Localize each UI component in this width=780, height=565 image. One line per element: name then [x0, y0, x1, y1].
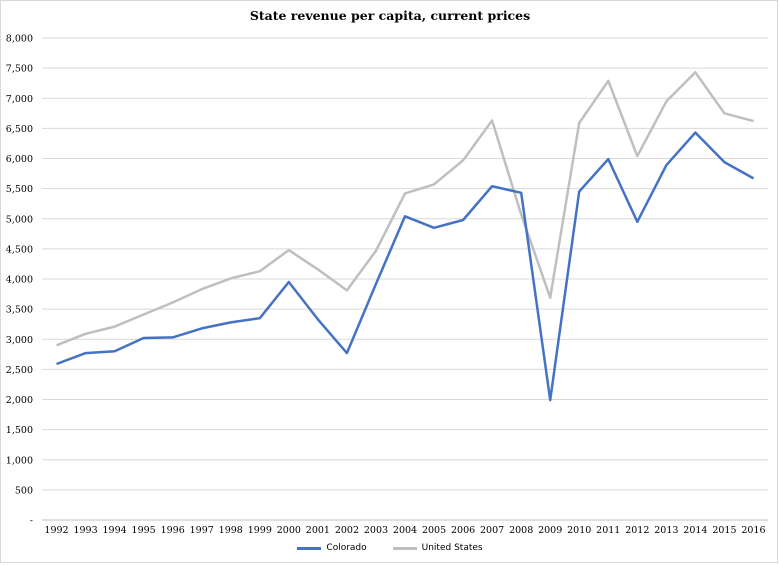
y-tick-label: 5,500	[6, 184, 33, 195]
x-tick-label: 1997	[190, 525, 214, 536]
x-tick-label: 2009	[538, 525, 562, 536]
x-tick-label: 2015	[712, 525, 736, 536]
x-tick-label: 2000	[277, 525, 301, 536]
y-tick-label: 4,000	[6, 275, 33, 286]
x-tick-label: 2004	[393, 525, 417, 536]
legend-label-united-states: United States	[421, 543, 483, 553]
legend-label-colorado: Colorado	[326, 543, 367, 553]
x-tick-label: 1996	[161, 525, 185, 536]
y-tick-label: 3,000	[6, 335, 33, 346]
x-tick-label: 2005	[422, 525, 446, 536]
y-tick-label: 2,500	[6, 365, 33, 376]
x-tick-label: 2010	[567, 525, 591, 536]
x-tick-label: 2002	[335, 525, 359, 536]
x-tick-label: 1992	[44, 525, 68, 536]
y-tick-label: 1,000	[6, 455, 33, 466]
x-tick-label: 2016	[741, 525, 765, 536]
x-tick-label: 2007	[480, 525, 504, 536]
x-tick-label: 2006	[451, 525, 475, 536]
gridlines	[42, 37, 768, 521]
y-tick-label: 2,000	[6, 395, 33, 406]
y-tick-label: 6,000	[6, 154, 33, 165]
axes: - 500 1,000 1,500 2,000 2,500 3,000 3,500 4,000 4…	[6, 34, 768, 536]
series-line-colorado	[56, 131, 755, 402]
x-tick-label: 2014	[683, 525, 707, 536]
x-tick-label: 2003	[364, 525, 388, 536]
series-lines	[56, 71, 755, 402]
series-line-united-states	[56, 71, 754, 347]
x-tick-label: 2001	[306, 525, 330, 536]
x-tick-label: 2012	[625, 525, 649, 536]
legend-item-colorado: Colorado	[297, 543, 367, 553]
y-tick-label: 1,500	[6, 425, 33, 436]
y-tick-label: 8,000	[6, 34, 33, 45]
y-tick-label: 5,000	[6, 214, 33, 225]
y-tick-label: 6,500	[6, 124, 33, 135]
y-tick-label: -	[30, 516, 33, 527]
y-tick-label: 500	[15, 485, 33, 496]
y-tick-label: 7,500	[6, 64, 33, 75]
x-tick-label: 2008	[509, 525, 533, 536]
x-tick-label: 1998	[219, 525, 243, 536]
legend: Colorado United States	[0, 543, 780, 553]
x-tick-label: 1993	[73, 525, 97, 536]
legend-swatch-united-states	[392, 546, 417, 550]
x-tick-label: 1994	[103, 525, 127, 536]
y-tick-label: 4,500	[6, 244, 33, 255]
legend-swatch-colorado	[297, 546, 322, 550]
legend-item-united-states: United States	[392, 543, 483, 553]
x-tick-label: 2013	[654, 525, 678, 536]
chart-title: State revenue per capita, current prices	[249, 8, 531, 23]
x-tick-label: 2011	[596, 525, 620, 536]
x-tick-label: 1995	[132, 525, 156, 536]
y-tick-label: 3,500	[6, 305, 33, 316]
y-tick-label: 7,000	[6, 94, 33, 105]
x-tick-label: 1999	[248, 525, 272, 536]
